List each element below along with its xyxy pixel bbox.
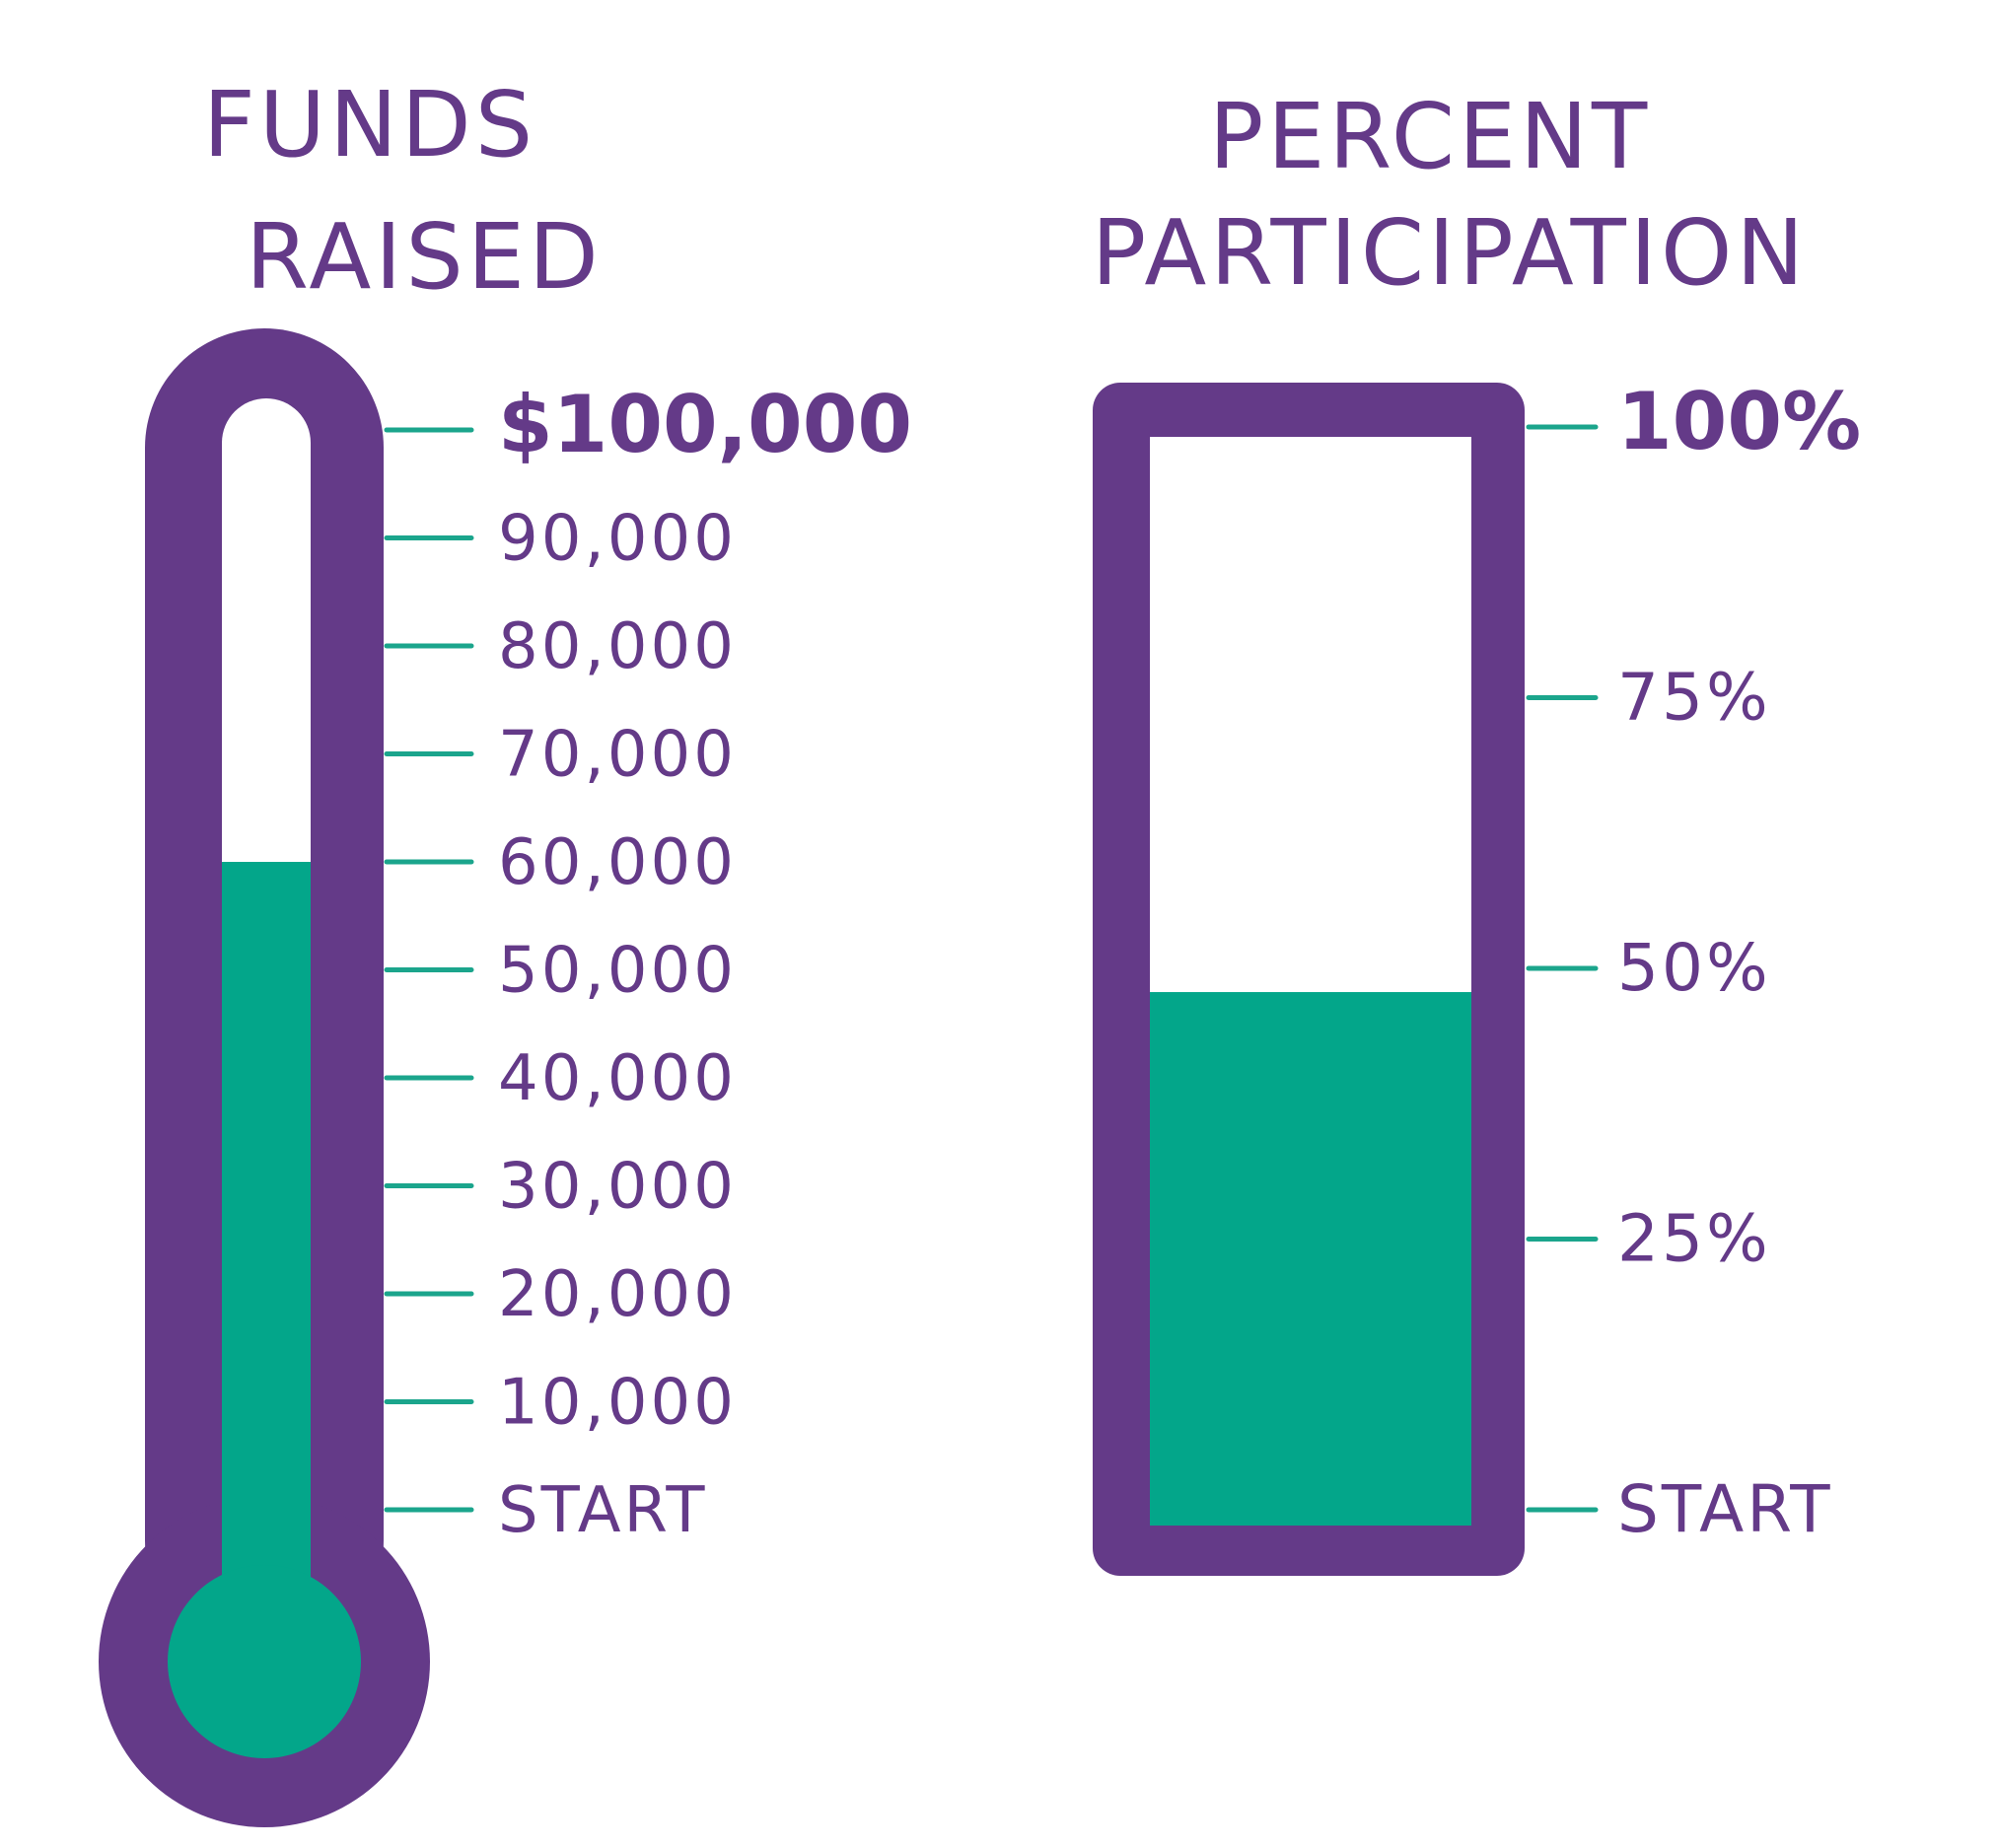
tick-label: 20,000 <box>498 1258 737 1331</box>
tick-label: 50% <box>1617 930 1771 1006</box>
percent-participation-chart: PERCENT PARTICIPATION 100% 75% 50% 25% START <box>1092 84 1861 1576</box>
funds-raised-chart: FUNDS RAISED $100,000 90,000 80,000 70,000 6… <box>99 72 912 1827</box>
tick-label: $100,000 <box>498 379 912 470</box>
thermometer-fill <box>222 862 311 1617</box>
tick-label: 90,000 <box>498 503 737 576</box>
thermometer-bulb-fill <box>168 1565 361 1758</box>
funds-raised-ticks: $100,000 90,000 80,000 70,000 60,000 50,000 40… <box>384 379 912 1547</box>
percent-participation-title-line-2: PARTICIPATION <box>1092 200 1808 306</box>
tick-label: 80,000 <box>498 610 737 683</box>
tick-label: START <box>498 1474 707 1547</box>
funds-raised-title-line-1: FUNDS <box>203 72 536 178</box>
tick-label: 30,000 <box>498 1151 737 1224</box>
percent-participation-title-line-1: PERCENT <box>1209 84 1651 189</box>
tick-label: 50,000 <box>498 935 737 1008</box>
tick-label: 25% <box>1617 1201 1771 1277</box>
percent-participation-ticks: 100% 75% 50% 25% START <box>1526 376 1861 1547</box>
tick-label: 70,000 <box>498 719 737 792</box>
tick-label: 40,000 <box>498 1042 737 1115</box>
tick-label: START <box>1617 1471 1833 1547</box>
participation-bar-fill <box>1150 992 1471 1526</box>
tick-label: 10,000 <box>498 1367 737 1440</box>
tick-label: 100% <box>1617 376 1861 467</box>
tick-label: 60,000 <box>498 826 737 899</box>
tick-label: 75% <box>1617 660 1771 736</box>
funds-raised-title-line-2: RAISED <box>246 204 603 310</box>
